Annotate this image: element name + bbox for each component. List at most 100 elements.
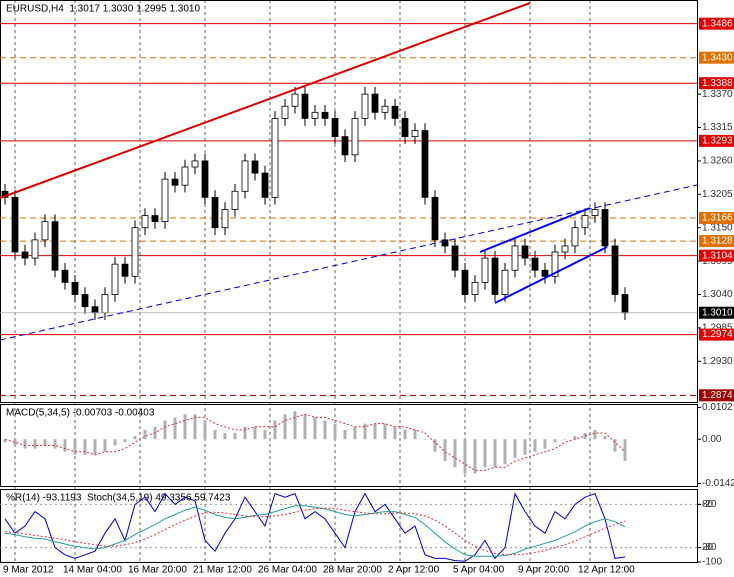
histogram-bar bbox=[253, 426, 257, 440]
level-label: 1.2974 bbox=[702, 329, 733, 340]
candle-body bbox=[231, 190, 239, 210]
macd-panel-frame bbox=[0, 404, 698, 487]
histogram-bar bbox=[563, 439, 567, 440]
histogram-bar bbox=[453, 439, 457, 468]
x-tick-label: 21 Mar 12:00 bbox=[193, 565, 252, 576]
candle-body bbox=[351, 118, 359, 156]
histogram-bar bbox=[123, 439, 127, 443]
candle-body bbox=[101, 294, 109, 314]
candle-body bbox=[331, 118, 339, 138]
candle-body bbox=[321, 111, 329, 119]
y-tick-label: 80 bbox=[702, 499, 714, 510]
histogram-bar bbox=[553, 439, 557, 443]
candle-body bbox=[591, 209, 599, 216]
histogram-bar bbox=[193, 414, 197, 440]
candle-body bbox=[461, 269, 469, 295]
y-tick-label: 1.3370 bbox=[702, 89, 733, 100]
histogram-bar bbox=[573, 436, 577, 440]
y-tick-label: -20 bbox=[702, 499, 717, 510]
y-tick-label: 1.3150 bbox=[702, 222, 733, 233]
histogram-bar bbox=[613, 439, 617, 452]
candle-body bbox=[571, 227, 579, 247]
series-line bbox=[4, 413, 626, 471]
histogram-bar bbox=[353, 426, 357, 440]
candle-body bbox=[201, 160, 209, 198]
level-label: 1.3388 bbox=[702, 78, 733, 89]
y-tick-label: 20 bbox=[702, 542, 714, 553]
candle-body bbox=[501, 269, 509, 295]
histogram-bar bbox=[13, 439, 17, 446]
histogram-bar bbox=[93, 439, 97, 455]
histogram-bar bbox=[243, 426, 247, 440]
histogram-bar bbox=[373, 423, 377, 440]
level-tag bbox=[699, 212, 734, 225]
candle-body bbox=[431, 196, 439, 241]
histogram-bar bbox=[183, 414, 187, 440]
candle-body bbox=[491, 257, 499, 295]
histogram-bar bbox=[293, 411, 297, 440]
level-tag bbox=[699, 17, 734, 30]
series-line bbox=[4, 492, 626, 562]
current-price-tag bbox=[699, 306, 734, 319]
histogram-bar bbox=[63, 439, 67, 452]
candle-body bbox=[141, 215, 149, 229]
histogram-bar bbox=[333, 423, 337, 440]
candle-body bbox=[341, 136, 349, 156]
histogram-bar bbox=[403, 429, 407, 440]
trendline bbox=[0, 2, 531, 199]
level-label: 1.3166 bbox=[702, 213, 733, 224]
candle-body bbox=[211, 196, 219, 229]
histogram-bar bbox=[43, 439, 47, 446]
y-tick-label: -80 bbox=[702, 542, 717, 553]
level-tag bbox=[699, 328, 734, 341]
y-tick-label: 0.0102 bbox=[702, 402, 733, 413]
level-tag bbox=[699, 389, 734, 402]
histogram-bar bbox=[283, 414, 287, 440]
x-tick-label: 16 Mar 20:00 bbox=[128, 565, 187, 576]
x-tick-label: 26 Mar 04:00 bbox=[258, 565, 317, 576]
level-tag bbox=[699, 51, 734, 64]
candle-body bbox=[221, 209, 229, 229]
candle-body bbox=[251, 160, 259, 174]
macd-title: MACD(5,34,5) -0.00703 -0.00403 bbox=[6, 408, 155, 419]
candle-body bbox=[581, 215, 589, 229]
histogram-bar bbox=[463, 439, 467, 474]
candle-body bbox=[111, 263, 119, 295]
histogram-bar bbox=[383, 423, 387, 440]
candle-body bbox=[401, 118, 409, 138]
candle-body bbox=[81, 294, 89, 308]
histogram-bar bbox=[213, 429, 217, 440]
histogram-bar bbox=[413, 429, 417, 440]
histogram-bar bbox=[443, 439, 447, 462]
candle-body bbox=[181, 166, 189, 186]
x-tick-label: 14 Mar 04:00 bbox=[63, 565, 122, 576]
channel-line bbox=[494, 246, 608, 304]
histogram-bar bbox=[103, 439, 107, 452]
candle-body bbox=[601, 209, 609, 247]
level-label: 1.3128 bbox=[702, 236, 733, 247]
candle-body bbox=[291, 93, 299, 107]
candle-body bbox=[371, 93, 379, 113]
histogram-bar bbox=[543, 439, 547, 449]
candle-body bbox=[411, 130, 419, 138]
x-tick-label: 9 Apr 20:00 bbox=[518, 565, 570, 576]
candle-body bbox=[441, 239, 449, 247]
histogram-bar bbox=[143, 429, 147, 440]
candle-body bbox=[61, 269, 69, 283]
histogram-bar bbox=[23, 439, 27, 449]
histogram-bar bbox=[503, 439, 507, 465]
histogram-bar bbox=[33, 439, 37, 449]
x-tick-label: 5 Apr 04:00 bbox=[453, 565, 505, 576]
histogram-bar bbox=[423, 439, 427, 440]
histogram-bar bbox=[433, 439, 437, 452]
candle-body bbox=[91, 306, 99, 314]
y-tick-label: 1.2930 bbox=[702, 356, 733, 367]
stoch-title: %R(14) -93.1193 Stoch(34,5,19) 49.3356 5… bbox=[6, 493, 231, 504]
level-tag bbox=[699, 134, 734, 147]
level-label: 1.3104 bbox=[702, 250, 733, 261]
histogram-bar bbox=[173, 417, 177, 440]
level-label: 1.2874 bbox=[702, 390, 733, 401]
histogram-bar bbox=[313, 417, 317, 440]
candle-body bbox=[31, 239, 39, 259]
